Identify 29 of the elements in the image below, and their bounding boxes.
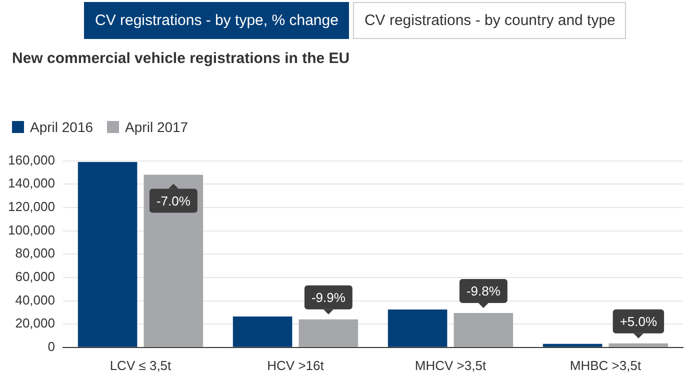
bar — [608, 343, 668, 347]
y-tick-label: 80,000 — [15, 246, 55, 261]
y-tick-label: 40,000 — [15, 292, 55, 308]
x-tick-label: MHBC >3,5t — [570, 358, 642, 373]
x-tick-label: LCV ≤ 3,5t — [110, 358, 172, 373]
legend-label: April 2016 — [29, 119, 94, 135]
annotation: +5.0% — [620, 314, 658, 329]
legend-label: April 2017 — [124, 119, 188, 135]
bar — [298, 319, 358, 347]
text: CV registrations - by country and type — [353, 2, 626, 39]
annotation: -9.9% — [311, 290, 346, 305]
bar — [454, 312, 514, 347]
bar — [232, 316, 292, 347]
bar — [542, 344, 602, 347]
bar — [388, 309, 448, 347]
annotation: -9.8% — [466, 284, 501, 299]
x-tick-label: HCV >16t — [267, 358, 324, 373]
text: CV registrations - by type, % change — [84, 2, 350, 39]
annotation: -7.0% — [156, 193, 191, 208]
y-tick-label: 20,000 — [15, 316, 55, 331]
y-tick-label: 140,000 — [8, 176, 55, 191]
y-tick-label: 160,000 — [8, 152, 55, 168]
y-tick-label: 120,000 — [8, 199, 55, 214]
x-tick-label: MHCV >3,5t — [414, 358, 486, 373]
y-tick-label: 100,000 — [8, 222, 55, 238]
y-tick-label: 0 — [48, 338, 55, 354]
y-tick-label: 60,000 — [15, 269, 55, 284]
bar — [78, 162, 138, 347]
chart-title: New commercial vehicle registrations in the EU — [12, 50, 350, 67]
